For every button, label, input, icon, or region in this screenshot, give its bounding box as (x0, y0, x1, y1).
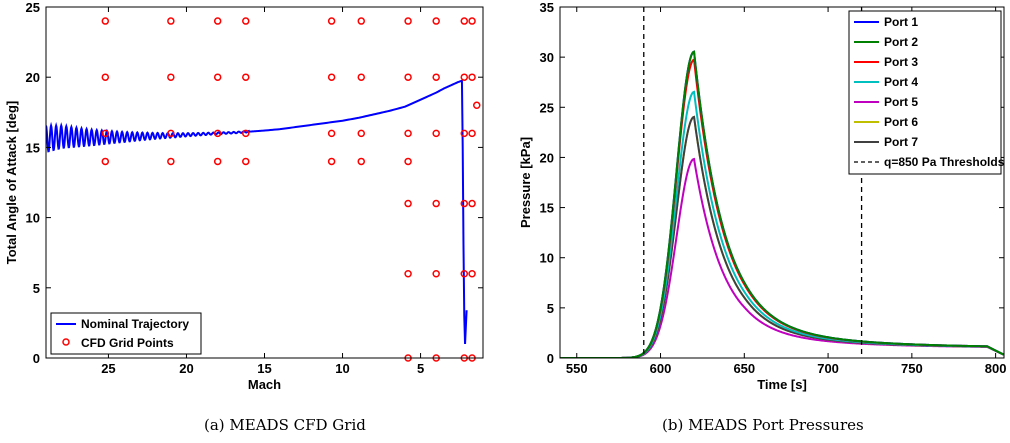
right-y-axis-label: Pressure [kPa] (518, 137, 533, 228)
left-caption: (a) MEADS CFD Grid (204, 416, 366, 434)
cfd-grid-point (213, 73, 222, 81)
cfd-grid-point (242, 17, 250, 25)
cfd-grid-point (242, 73, 250, 81)
right-ytick-label: 30 (540, 50, 554, 65)
left-chart-cfd-grid: 25 20 15 10 5 0 5 10 15 20 25 Mach Total Angle of At… (4, 0, 484, 392)
pressure-line-port-2 (560, 50, 1004, 358)
left-xtick-label: 5 (417, 361, 424, 376)
cfd-grid-point (357, 129, 366, 138)
cfd-grid-point (242, 129, 250, 138)
cfd-grid-point (468, 73, 476, 81)
right-ytick-label: 0 (547, 351, 554, 366)
left-ytick-label: 5 (33, 281, 40, 296)
cfd-grid-point (468, 129, 476, 138)
right-xtick-label: 550 (566, 361, 588, 376)
cfd-grid-point (213, 17, 222, 25)
cfd-grid-point (460, 17, 469, 25)
legend-label-port-7: Port 7 (884, 135, 918, 149)
right-chart-port-pressures: 550 600 650 700 750 800 0 5 10 15 20 25 30 35 Time [s]… (518, 0, 1006, 392)
left-ytick-label: 20 (26, 70, 40, 85)
legend-label-trajectory: Nominal Trajectory (81, 317, 189, 331)
right-ytick-label: 15 (540, 201, 554, 216)
cfd-grid-point (327, 73, 336, 81)
cfd-grid-point (432, 73, 440, 81)
cfd-grid-point (327, 17, 336, 25)
left-ytick-label: 15 (26, 140, 40, 155)
right-ytick-label: 20 (540, 150, 554, 165)
legend-label-port-4: Port 4 (884, 75, 918, 89)
right-ytick-label: 10 (540, 251, 554, 266)
right-ytick-label: 5 (547, 301, 554, 316)
right-legend: Port 1 Port 2 Port 3 Port 4 Port 5 Port 6 Port… (848, 10, 1005, 175)
right-xtick-label: 700 (817, 361, 839, 376)
cfd-grid-point (213, 129, 222, 138)
cfd-grid-point (213, 157, 222, 166)
cfd-grid-point (404, 270, 412, 278)
cfd-grid-point (432, 17, 440, 25)
cfd-grid-point (242, 157, 250, 166)
cfd-grid-point (101, 129, 110, 138)
right-legend-box (848, 10, 1002, 175)
right-xtick-label: 800 (985, 361, 1007, 376)
right-ytick-label: 25 (540, 100, 554, 115)
right-xtick-label: 600 (650, 361, 672, 376)
cfd-grid-point (468, 199, 476, 208)
cfd-grid-point (357, 157, 366, 166)
left-xtick-label: 15 (257, 361, 271, 376)
cfd-grid-point (432, 199, 440, 208)
cfd-grid-point (327, 129, 336, 138)
legend-label-port-3: Port 3 (884, 55, 918, 69)
cfd-grid-point (357, 73, 366, 81)
cfd-grid-point (468, 17, 476, 25)
left-xtick-label: 20 (179, 361, 193, 376)
legend-label-port-2: Port 2 (884, 35, 918, 49)
cfd-grid-point (167, 73, 175, 81)
cfd-grid-point (460, 199, 469, 208)
cfd-grid-point (460, 129, 469, 138)
legend-label-cfd: CFD Grid Points (81, 336, 174, 350)
left-x-axis-label: Mach (248, 377, 281, 392)
cfd-grid-point (101, 17, 110, 25)
left-ytick-label: 10 (26, 211, 40, 226)
cfd-grid-point (404, 129, 412, 138)
cfd-grid-point (101, 157, 110, 166)
cfd-grid-point (167, 129, 175, 138)
left-ytick-label: 0 (33, 351, 40, 366)
left-xtick-label: 25 (101, 361, 115, 376)
left-legend-box (50, 312, 202, 355)
cfd-grid-point (404, 17, 412, 25)
right-plot-frame (559, 6, 1005, 359)
cfd-grid-point (432, 270, 440, 278)
legend-swatch-cfd (62, 338, 70, 346)
left-legend: Nominal Trajectory CFD Grid Points (50, 312, 202, 355)
cfd-grid-point (468, 270, 476, 278)
cfd-grid-point (404, 199, 412, 208)
cfd-grid-point (357, 17, 366, 25)
right-xtick-label: 650 (733, 361, 755, 376)
legend-label-port-1: Port 1 (884, 15, 918, 29)
right-ytick-label: 35 (540, 0, 554, 15)
legend-label-port-5: Port 5 (884, 95, 918, 109)
cfd-grid-point (460, 73, 469, 81)
cfd-grid-point (167, 157, 175, 166)
left-plot-frame (45, 6, 484, 359)
left-ytick-label: 25 (26, 0, 40, 15)
legend-label-threshold: q=850 Pa Thresholds (884, 155, 1005, 169)
cfd-grid-point (101, 73, 110, 81)
left-xtick-label: 10 (335, 361, 349, 376)
cfd-grid-point (404, 73, 412, 81)
cfd-grid-point (167, 17, 175, 25)
cfd-grid-point (327, 157, 336, 166)
right-xtick-label: 750 (901, 361, 923, 376)
trajectory-line (46, 79, 468, 345)
cfd-grid-point (473, 101, 481, 110)
legend-label-port-6: Port 6 (884, 115, 918, 129)
cfd-grid-point (432, 129, 440, 138)
cfd-grid-point (404, 157, 412, 166)
right-caption: (b) MEADS Port Pressures (662, 416, 864, 434)
cfd-grid-point (460, 270, 469, 278)
right-x-axis-label: Time [s] (757, 377, 807, 392)
left-y-axis-label: Total Angle of Attack [deg] (4, 101, 19, 264)
